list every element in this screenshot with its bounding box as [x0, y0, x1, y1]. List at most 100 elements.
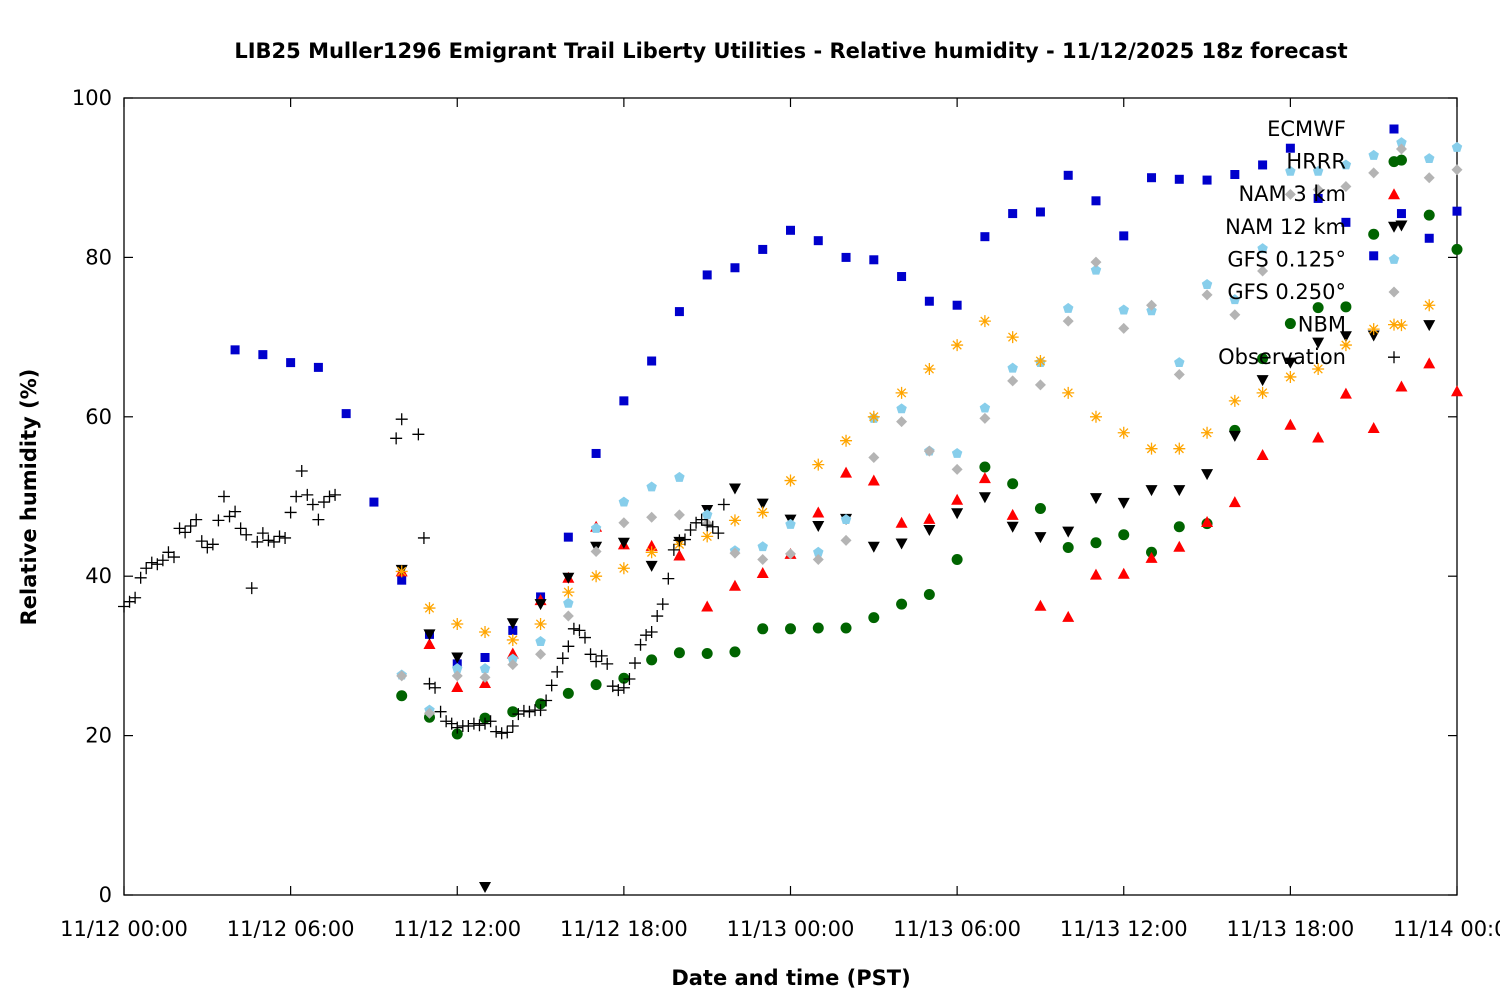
data-point-observation	[684, 523, 697, 536]
data-point-nam-3-km	[1367, 421, 1380, 433]
data-point-gfs-0-250	[1118, 322, 1130, 334]
data-point-observation	[179, 526, 192, 539]
legend-label-observation: Observation	[1218, 345, 1346, 369]
data-point-hrrr	[451, 728, 463, 740]
data-point-ecmwf	[758, 244, 768, 254]
x-tick-label: 11/14 00:00	[1393, 917, 1500, 941]
data-point-observation	[234, 522, 247, 535]
data-point-nbm	[923, 362, 936, 375]
data-point-gfs-0-250	[396, 670, 408, 682]
data-point-observation	[223, 510, 236, 523]
data-point-nbm	[1145, 442, 1158, 455]
data-point-ecmwf	[619, 396, 629, 406]
data-point-observation	[134, 571, 147, 584]
data-point-nam-3-km	[728, 579, 741, 591]
data-point-nbm	[395, 565, 408, 578]
data-point-nam-12-km	[1034, 532, 1047, 544]
data-point-ecmwf	[1202, 175, 1212, 185]
data-point-nbm	[1256, 386, 1269, 399]
data-point-nbm	[895, 386, 908, 399]
data-point-nam-3-km	[673, 549, 686, 561]
data-point-observation	[195, 535, 208, 548]
data-point-nam-12-km	[1339, 331, 1352, 343]
data-point-hrrr	[673, 647, 685, 659]
data-point-nam-3-km	[840, 466, 853, 478]
data-point-ecmwf	[869, 255, 879, 265]
data-point-nbm	[617, 562, 630, 575]
x-tick-label: 11/13 06:00	[893, 917, 1021, 941]
data-point-ecmwf	[397, 575, 407, 585]
data-point-observation	[523, 705, 536, 718]
legend-label-gfs-0-125: GFS 0.125°	[1227, 247, 1346, 271]
y-tick-label: 40	[85, 564, 112, 588]
data-point-gfs-0-125	[1090, 264, 1102, 275]
data-point-observation	[578, 631, 591, 644]
data-point-nam-12-km	[1089, 493, 1102, 505]
data-point-gfs-0-125	[1062, 302, 1074, 313]
data-point-nbm	[784, 474, 797, 487]
data-point-observation	[473, 719, 486, 732]
data-point-hrrr	[1173, 521, 1185, 533]
data-point-ecmwf	[841, 252, 851, 262]
chart-title: LIB25 Muller1296 Emigrant Trail Liberty …	[234, 39, 1347, 63]
data-point-nam-3-km	[951, 493, 964, 505]
data-point-observation	[534, 704, 547, 717]
legend-label-hrrr: HRRR	[1286, 150, 1346, 174]
data-point-ecmwf	[786, 225, 795, 235]
data-point-hrrr	[396, 690, 408, 702]
data-point-nam-12-km	[617, 537, 630, 549]
data-point-observation	[484, 715, 497, 728]
data-point-observation	[290, 490, 303, 503]
data-point-gfs-0-125	[813, 546, 824, 557]
legend-marker-gfs-0-125	[1388, 253, 1400, 264]
legend: ECMWF HRRR NAM 3 km NAM 12 km GFS 0.125° GFS …	[1218, 117, 1400, 369]
data-point-observation	[634, 638, 647, 651]
data-point-gfs-0-250	[1062, 315, 1074, 327]
data-point-nbm	[1089, 410, 1102, 423]
data-point-ecmwf	[674, 307, 684, 317]
data-point-observation	[673, 534, 686, 547]
data-point-nbm	[1201, 426, 1214, 439]
data-point-hrrr	[1118, 529, 1130, 541]
data-point-observation	[190, 513, 203, 526]
data-point-observation	[501, 726, 514, 739]
data-point-ecmwf	[1119, 231, 1129, 241]
legend-label-ecmwf: ECMWF	[1267, 117, 1346, 141]
data-point-observation	[517, 704, 530, 717]
data-point-ecmwf	[1008, 209, 1018, 219]
data-point-ecmwf	[230, 345, 240, 355]
legend-marker-ecmwf	[1389, 124, 1399, 134]
data-point-gfs-0-125	[452, 663, 463, 674]
data-point-gfs-0-125	[479, 663, 491, 674]
data-point-hrrr	[1257, 353, 1269, 365]
data-point-nam-3-km	[1423, 357, 1436, 369]
data-point-observation	[295, 464, 308, 477]
data-point-observation	[506, 720, 519, 733]
x-tick-label: 11/12 00:00	[60, 917, 188, 941]
data-point-gfs-0-250	[646, 511, 658, 523]
data-point-observation	[162, 546, 175, 559]
data-point-gfs-0-250	[1312, 184, 1324, 196]
data-point-observation	[256, 527, 269, 540]
data-point-nam-12-km	[479, 882, 492, 894]
data-point-nam-3-km	[423, 637, 436, 649]
data-point-gfs-0-250	[1423, 172, 1435, 184]
x-tick-label: 11/13 18:00	[1227, 917, 1355, 941]
data-point-observation	[129, 591, 142, 604]
data-point-nbm	[479, 625, 492, 638]
x-tick-label: 11/12 06:00	[227, 917, 355, 941]
data-point-nbm	[506, 633, 519, 646]
data-point-gfs-0-250	[451, 670, 463, 682]
data-point-gfs-0-250	[868, 451, 880, 463]
data-point-hrrr	[729, 646, 741, 658]
data-point-ecmwf	[1285, 143, 1295, 153]
legend-marker-observation	[1388, 351, 1400, 364]
series-nam-3-km	[395, 357, 1463, 692]
legend-label-nbm: NBM	[1298, 313, 1346, 337]
data-point-gfs-0-250	[1395, 143, 1407, 155]
data-point-nam-3-km	[1395, 380, 1408, 392]
data-point-ecmwf	[980, 232, 990, 242]
data-point-observation	[467, 717, 480, 730]
data-point-nam-3-km	[1201, 516, 1214, 528]
data-point-nbm	[1284, 370, 1297, 383]
